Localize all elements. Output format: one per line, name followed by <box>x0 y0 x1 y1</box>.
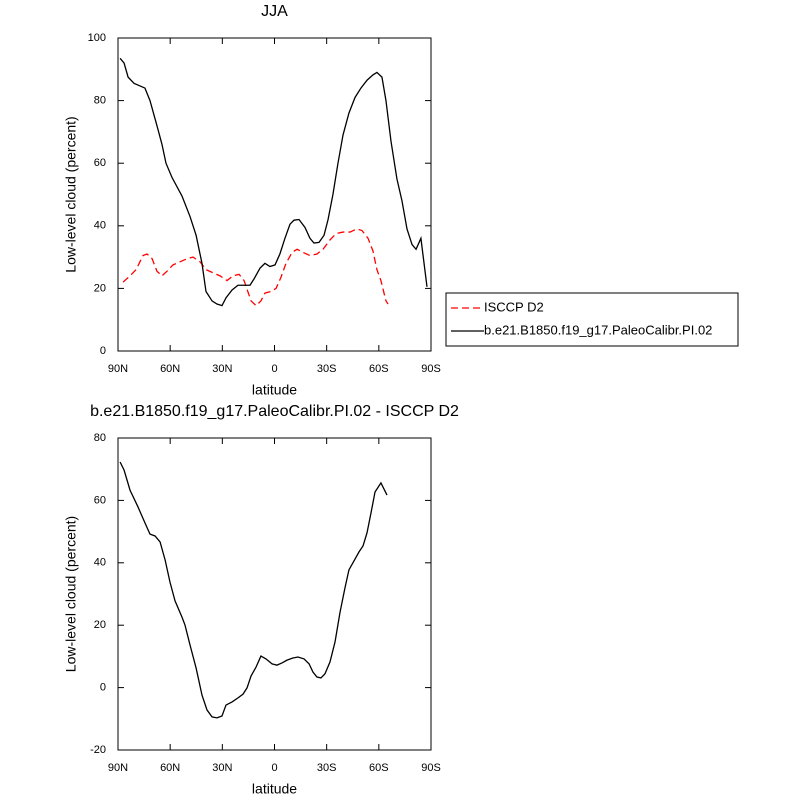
data-line <box>119 57 428 307</box>
data-line <box>119 461 388 719</box>
x-tick-label: 60N <box>160 363 180 375</box>
legend-label: b.e21.B1850.f19_g17.PaleoCalibr.PI.02 <box>484 322 712 337</box>
x-tick-label: 0 <box>271 762 277 774</box>
x-tick-label: 60N <box>160 762 180 774</box>
y-tick-label: 20 <box>94 282 106 294</box>
chart-title: JJA <box>261 3 288 20</box>
plot-frame <box>117 37 432 352</box>
x-tick-label: 90S <box>421 762 441 774</box>
y-tick-label: 0 <box>100 345 106 357</box>
y-tick-label: -20 <box>90 744 106 756</box>
x-tick-label: 90N <box>108 363 128 375</box>
x-axis-label: latitude <box>252 781 297 797</box>
x-axis-label: latitude <box>252 382 297 398</box>
x-tick-label: 90S <box>421 363 441 375</box>
y-axis-label: Low-level cloud (percent) <box>63 116 79 272</box>
y-tick-label: 100 <box>88 32 106 44</box>
legend-box <box>445 292 739 347</box>
x-tick-label: 60S <box>369 363 389 375</box>
y-tick-label: 60 <box>94 157 106 169</box>
y-tick-label: 0 <box>100 682 106 694</box>
data-line <box>122 228 389 307</box>
x-tick-label: 30S <box>317 363 337 375</box>
y-tick-label: 40 <box>94 220 106 232</box>
x-tick-label: 30N <box>212 762 232 774</box>
y-tick-label: 80 <box>94 95 106 107</box>
x-tick-label: 60S <box>369 762 389 774</box>
y-axis-label: Low-level cloud (percent) <box>63 516 79 672</box>
plot-frame <box>117 437 432 751</box>
x-tick-label: 90N <box>108 762 128 774</box>
chart-title: b.e21.B1850.f19_g17.PaleoCalibr.PI.02 - … <box>90 403 459 420</box>
y-tick-label: 40 <box>94 557 106 569</box>
y-tick-label: 60 <box>94 494 106 506</box>
legend-label: ISCCP D2 <box>484 299 544 314</box>
x-tick-label: 30N <box>212 363 232 375</box>
x-tick-label: 30S <box>317 762 337 774</box>
y-tick-label: 80 <box>94 432 106 444</box>
x-tick-label: 0 <box>271 363 277 375</box>
y-tick-label: 20 <box>94 619 106 631</box>
